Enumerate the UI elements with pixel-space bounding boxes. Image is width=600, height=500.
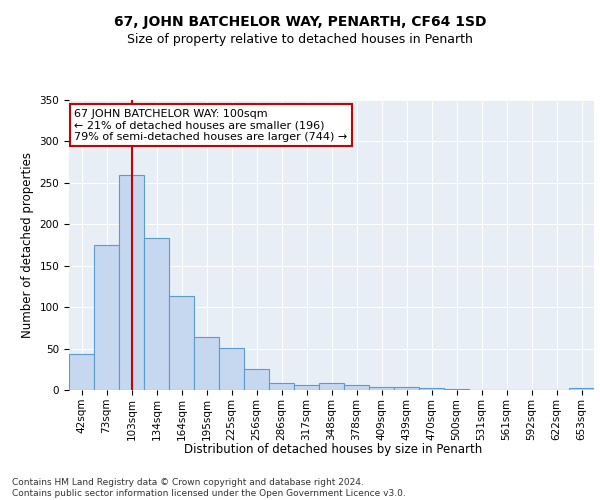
Text: Contains HM Land Registry data © Crown copyright and database right 2024.
Contai: Contains HM Land Registry data © Crown c… [12,478,406,498]
Bar [444,389,469,390]
Bar [344,385,369,390]
Y-axis label: Number of detached properties: Number of detached properties [21,152,34,338]
Bar [419,388,444,390]
Text: 67 JOHN BATCHELOR WAY: 100sqm
← 21% of detached houses are smaller (196)
79% of : 67 JOHN BATCHELOR WAY: 100sqm ← 21% of d… [74,108,347,142]
Bar [144,238,169,390]
Text: Size of property relative to detached houses in Penarth: Size of property relative to detached ho… [127,32,473,46]
Bar [94,245,119,390]
Bar [269,384,294,390]
Bar [219,348,244,390]
Bar [169,296,194,390]
Bar [319,384,344,390]
Bar [244,370,269,390]
Text: 67, JOHN BATCHELOR WAY, PENARTH, CF64 1SD: 67, JOHN BATCHELOR WAY, PENARTH, CF64 1S… [114,15,486,29]
Bar [294,385,319,390]
Bar [119,174,144,390]
Bar [369,386,394,390]
Bar [569,388,594,390]
Bar [194,337,219,390]
Text: Distribution of detached houses by size in Penarth: Distribution of detached houses by size … [184,442,482,456]
Bar [69,354,94,390]
Bar [394,386,419,390]
